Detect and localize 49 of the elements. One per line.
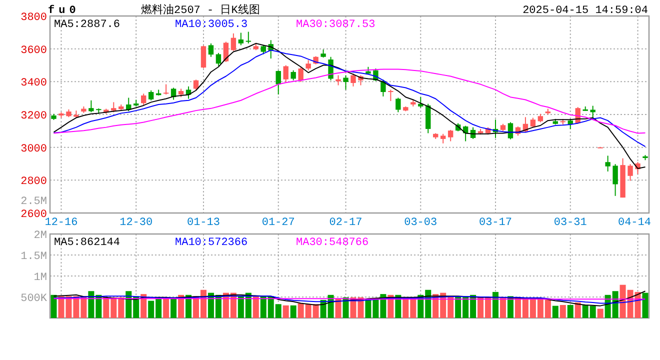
bar bbox=[507, 296, 514, 318]
bar bbox=[567, 304, 574, 318]
x-tick-label: 01-13 bbox=[186, 217, 220, 229]
x-tick-label: 02-17 bbox=[329, 217, 362, 229]
y-tick-label: 3200 bbox=[20, 110, 47, 122]
y-tick-label: 3400 bbox=[20, 78, 47, 90]
text: MA10:3005.3 bbox=[175, 19, 248, 31]
chart-subtitle: fu0 bbox=[48, 4, 80, 17]
x-tick-label: 12-30 bbox=[120, 217, 153, 229]
bar bbox=[170, 297, 177, 318]
x-tick-label: 03-03 bbox=[404, 217, 438, 229]
bar bbox=[290, 305, 296, 318]
y-tick-label: 2800 bbox=[20, 176, 47, 188]
x-tick-label: 12-16 bbox=[44, 217, 78, 229]
bar bbox=[642, 292, 648, 318]
bar bbox=[282, 305, 289, 318]
y-tick-label: 3000 bbox=[20, 143, 47, 156]
line-series bbox=[53, 42, 646, 170]
y-tick-label: 3800 bbox=[20, 12, 47, 24]
chart-title: 燃料油2507 - 日K线图 bbox=[141, 3, 260, 17]
y-tick-label: 2600 bbox=[20, 209, 47, 221]
text: MA30:548766 bbox=[296, 237, 369, 249]
text: MA30:3087.53 bbox=[296, 19, 376, 31]
text: MA10:572366 bbox=[175, 237, 248, 249]
bar bbox=[492, 292, 499, 318]
x-tick-label: 04-14 bbox=[618, 217, 652, 229]
bar bbox=[500, 297, 506, 318]
bar bbox=[552, 306, 558, 318]
bar bbox=[178, 294, 184, 318]
line-series bbox=[53, 296, 646, 304]
bar bbox=[574, 302, 581, 318]
text: 2.5M bbox=[20, 196, 47, 208]
x-tick-label: 03-31 bbox=[554, 217, 588, 229]
x-tick-label: 01-27 bbox=[262, 217, 295, 229]
bar bbox=[597, 308, 604, 318]
x-tick-label: 03-17 bbox=[479, 217, 512, 229]
bar bbox=[252, 296, 259, 318]
bar bbox=[335, 298, 342, 318]
y-tick-label: 1M bbox=[34, 272, 47, 284]
y-tick-label: 500K bbox=[20, 293, 48, 305]
y-tick-label: 2M bbox=[34, 230, 47, 242]
annotation: 2025-04-15 14:59:04 bbox=[522, 5, 648, 17]
bar bbox=[50, 294, 57, 318]
text: MA5:2887.6 bbox=[54, 19, 120, 31]
bar bbox=[560, 304, 566, 318]
y-tick-label: 1.5M bbox=[20, 251, 47, 263]
y-tick-label: 3600 bbox=[20, 44, 47, 57]
bar bbox=[163, 297, 170, 318]
text: MA5:862144 bbox=[54, 237, 120, 249]
